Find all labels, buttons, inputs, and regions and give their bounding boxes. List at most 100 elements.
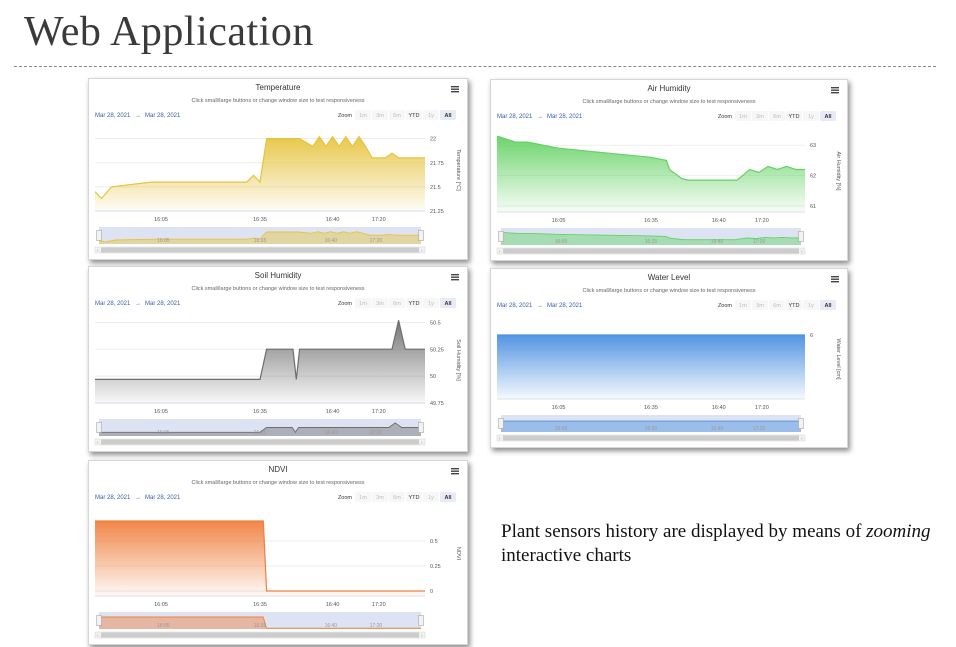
x-tick-label: 17:20 xyxy=(372,409,386,415)
navigator-tick-label: 16:35 xyxy=(254,430,267,436)
navigator-handle[interactable] xyxy=(96,422,102,433)
zoom-button-1y[interactable]: 1y xyxy=(803,300,819,310)
y-tick-label: 50.5 xyxy=(430,320,441,326)
navigator-line xyxy=(99,422,421,434)
navigator-handle[interactable] xyxy=(798,418,804,429)
svg-text:3m: 3m xyxy=(756,114,764,120)
range-to-date[interactable]: Mar 28, 2021 xyxy=(145,301,181,307)
zoom-button-6m[interactable]: 6m xyxy=(769,111,785,121)
zoom-button-3m[interactable]: 3m xyxy=(752,111,768,121)
range-separator: → xyxy=(537,303,543,309)
navigator-tick-label: 17:20 xyxy=(370,430,383,436)
hamburger-menu-icon[interactable] xyxy=(451,86,459,93)
zoom-button-3m[interactable]: 3m xyxy=(372,110,388,120)
zoom-button-ytd[interactable]: YTD xyxy=(786,300,802,310)
chart-card-water-level: Water Level Click small/large buttons or … xyxy=(490,268,848,448)
navigator-scrollbar[interactable]: ‹ › xyxy=(496,247,806,255)
x-tick-label: 16:05 xyxy=(552,405,566,411)
zoom-button-1y[interactable]: 1y xyxy=(423,298,439,308)
navigator-handle[interactable] xyxy=(96,230,102,241)
y-tick-label: 49.75 xyxy=(430,401,444,407)
navigator-handle[interactable] xyxy=(418,230,424,241)
range-from-date[interactable]: Mar 28, 2021 xyxy=(497,114,533,120)
zoom-button-all[interactable]: All xyxy=(440,492,456,502)
hamburger-menu-icon[interactable] xyxy=(831,87,839,94)
svg-text:1y: 1y xyxy=(428,113,434,119)
range-to-date[interactable]: Mar 28, 2021 xyxy=(547,303,583,309)
zoom-button-1m[interactable]: 1m xyxy=(355,298,371,308)
svg-text:3m: 3m xyxy=(376,301,384,307)
hamburger-menu-icon[interactable] xyxy=(451,274,459,281)
y-axis-label: Temperature [°C] xyxy=(455,149,461,191)
slide-caption: Plant sensors history are displayed by m… xyxy=(501,520,941,568)
range-separator: → xyxy=(537,114,543,120)
navigator[interactable]: 16:05 16:35 16:40 17:20 xyxy=(99,612,421,629)
navigator-line xyxy=(98,231,421,243)
navigator-tick-label: 16:05 xyxy=(555,426,568,432)
zoom-button-1m[interactable]: 1m xyxy=(355,492,371,502)
svg-text:1y: 1y xyxy=(808,114,814,120)
zoom-button-6m[interactable]: 6m xyxy=(389,298,405,308)
zoom-button-1y[interactable]: 1y xyxy=(803,111,819,121)
zoom-button-3m[interactable]: 3m xyxy=(372,298,388,308)
navigator-handle[interactable] xyxy=(798,231,804,242)
navigator-tick-label: 16:05 xyxy=(157,623,170,629)
x-tick-label: 16:35 xyxy=(644,405,658,411)
navigator-scrollbar[interactable]: ‹ › xyxy=(496,434,806,442)
navigator-handle[interactable] xyxy=(96,615,102,626)
zoom-button-1m[interactable]: 1m xyxy=(735,300,751,310)
x-tick-label: 16:35 xyxy=(253,217,267,223)
navigator-handle[interactable] xyxy=(498,231,504,242)
y-tick-label: 21.5 xyxy=(430,185,441,191)
range-from-date[interactable]: Mar 28, 2021 xyxy=(95,495,131,501)
range-to-date[interactable]: Mar 28, 2021 xyxy=(145,113,181,119)
zoom-button-3m[interactable]: 3m xyxy=(752,300,768,310)
y-tick-label: 21.75 xyxy=(430,161,444,167)
zoom-button-1y[interactable]: 1y xyxy=(423,492,439,502)
zoom-button-ytd[interactable]: YTD xyxy=(406,492,422,502)
navigator-scrollbar[interactable]: ‹ › xyxy=(94,246,426,254)
zoom-button-6m[interactable]: 6m xyxy=(389,110,405,120)
svg-text:6m: 6m xyxy=(393,495,401,501)
navigator-handle[interactable] xyxy=(418,615,424,626)
x-tick-label: 17:20 xyxy=(755,405,769,411)
range-from-date[interactable]: Mar 28, 2021 xyxy=(497,303,533,309)
navigator-handle[interactable] xyxy=(498,418,504,429)
zoom-button-ytd[interactable]: YTD xyxy=(786,111,802,121)
zoom-button-1m[interactable]: 1m xyxy=(735,111,751,121)
zoom-button-ytd[interactable]: YTD xyxy=(406,110,422,120)
range-to-date[interactable]: Mar 28, 2021 xyxy=(547,114,583,120)
hamburger-menu-icon[interactable] xyxy=(831,276,839,283)
zoom-button-all[interactable]: All xyxy=(820,111,836,121)
series-area xyxy=(95,136,425,211)
zoom-button-ytd[interactable]: YTD xyxy=(406,298,422,308)
zoom-button-1y[interactable]: 1y xyxy=(423,110,439,120)
svg-text:3m: 3m xyxy=(376,495,384,501)
y-tick-label: 61 xyxy=(810,204,816,210)
navigator-handle[interactable] xyxy=(418,422,424,433)
navigator[interactable]: 16:05 16:35 16:40 17:20 xyxy=(99,419,421,436)
chart-subtitle: Click small/large buttons or change wind… xyxy=(191,286,364,292)
navigator-scrollbar[interactable]: ‹ › xyxy=(94,438,426,446)
navigator[interactable]: 16:05 16:35 16:40 17:20 xyxy=(98,227,421,244)
navigator-scrollbar[interactable]: ‹ › xyxy=(94,631,426,639)
y-tick-label: 0.5 xyxy=(430,539,438,545)
range-from-date[interactable]: Mar 28, 2021 xyxy=(95,113,131,119)
svg-text:›: › xyxy=(421,440,423,446)
zoom-button-6m[interactable]: 6m xyxy=(769,300,785,310)
x-tick-label: 17:20 xyxy=(755,218,769,224)
zoom-button-all[interactable]: All xyxy=(440,298,456,308)
zoom-button-all[interactable]: All xyxy=(820,300,836,310)
hamburger-menu-icon[interactable] xyxy=(451,468,459,475)
range-to-date[interactable]: Mar 28, 2021 xyxy=(145,495,181,501)
zoom-button-3m[interactable]: 3m xyxy=(372,492,388,502)
svg-text:1m: 1m xyxy=(359,495,367,501)
zoom-button-all[interactable]: All xyxy=(440,110,456,120)
navigator[interactable]: 16:05 16:35 16:40 17:20 xyxy=(501,415,801,432)
zoom-button-6m[interactable]: 6m xyxy=(389,492,405,502)
navigator[interactable]: 16:05 16:35 16:40 17:20 xyxy=(500,228,801,245)
svg-text:1m: 1m xyxy=(359,113,367,119)
range-from-date[interactable]: Mar 28, 2021 xyxy=(95,301,131,307)
zoom-button-1m[interactable]: 1m xyxy=(355,110,371,120)
series-line xyxy=(496,135,805,181)
